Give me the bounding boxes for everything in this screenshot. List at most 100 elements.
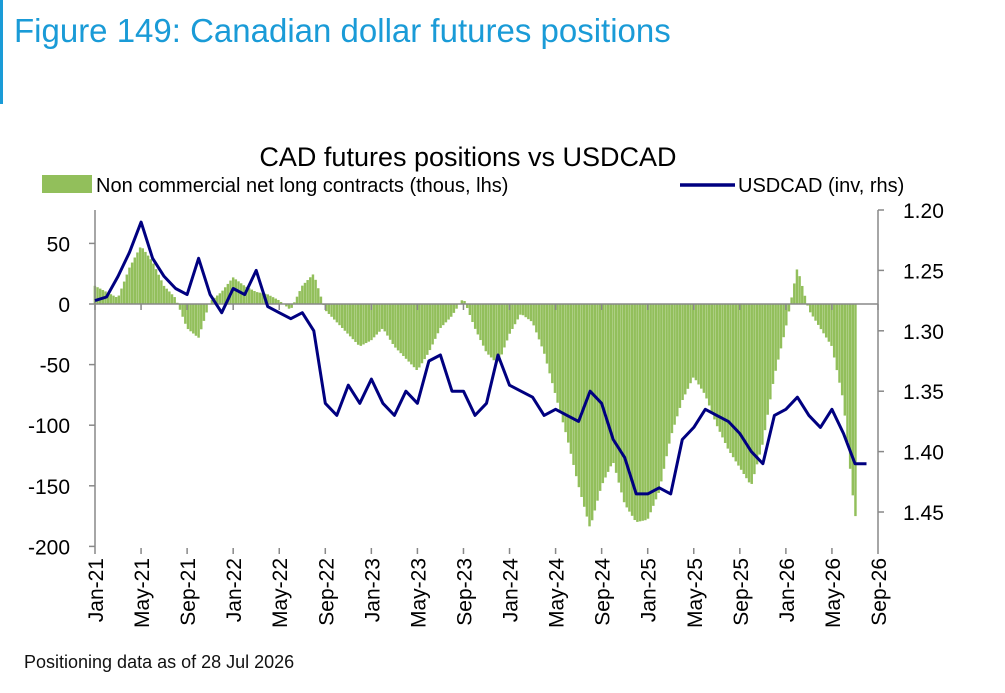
position-bar [200, 304, 203, 330]
position-bar [136, 252, 139, 304]
position-bar [370, 304, 373, 341]
position-bar [543, 304, 546, 354]
position-bar [721, 304, 724, 438]
position-bar [388, 304, 392, 340]
position-bar [686, 304, 690, 389]
position-bar [779, 304, 783, 349]
position-bar [343, 304, 347, 331]
position-bar [436, 304, 440, 334]
position-bar [641, 304, 644, 521]
position-bar [372, 304, 376, 338]
position-bar [394, 304, 397, 348]
position-bar [673, 304, 676, 425]
position-bar [553, 304, 557, 393]
position-bar [223, 287, 227, 304]
position-bar [112, 295, 115, 304]
position-bar [684, 304, 687, 395]
position-bar [152, 263, 155, 304]
position-bar [144, 251, 147, 304]
position-bar [790, 297, 793, 304]
position-bar [253, 291, 256, 304]
right-tick-label: 1.25 [903, 260, 944, 283]
position-bar [832, 304, 836, 358]
position-bar [705, 304, 708, 399]
position-bar [319, 296, 323, 304]
position-bar [125, 274, 129, 304]
position-bar [537, 304, 541, 340]
position-bar [723, 304, 727, 443]
position-bar [652, 304, 655, 506]
right-tick-label: 1.45 [903, 502, 944, 525]
position-bar [181, 304, 184, 317]
position-bar [192, 304, 195, 334]
left-tick-label: -100 [28, 415, 70, 438]
position-bar [130, 262, 134, 304]
left-tick-label: -150 [28, 476, 70, 499]
position-bar [359, 304, 363, 346]
position-bar [109, 294, 113, 304]
position-bar [364, 304, 368, 344]
position-bar [817, 304, 820, 325]
position-bar [279, 301, 283, 304]
position-bar [840, 304, 844, 396]
position-bar [455, 304, 458, 309]
position-bar [766, 304, 769, 415]
position-bar [614, 304, 618, 473]
position-bar [585, 304, 589, 517]
position-bar [524, 304, 527, 318]
position-bar [758, 304, 761, 455]
position-bar [186, 304, 190, 330]
position-bar [604, 304, 607, 478]
position-bar [114, 297, 118, 304]
position-bar [450, 304, 453, 317]
position-bar [396, 304, 400, 351]
position-bar [697, 304, 700, 385]
position-bar [503, 304, 506, 348]
position-bar [173, 297, 176, 304]
position-bar [234, 279, 238, 304]
position-bar [731, 304, 735, 458]
position-bar [444, 304, 448, 323]
position-bar [569, 304, 573, 454]
position-bar [375, 304, 378, 335]
position-bar [407, 304, 410, 362]
position-bar [356, 304, 360, 345]
position-bar [644, 304, 647, 521]
position-bar [189, 304, 192, 332]
position-bar [402, 304, 405, 356]
position-bar [795, 269, 799, 304]
position-bar [194, 304, 198, 336]
position-bar [660, 304, 663, 482]
position-bar [785, 304, 788, 326]
position-bar [473, 304, 477, 329]
position-bar [205, 304, 208, 313]
position-bar [468, 304, 472, 316]
position-bar [819, 304, 823, 330]
position-bar [516, 304, 519, 320]
position-bar [692, 304, 695, 378]
right-tick-label: 1.35 [903, 381, 944, 404]
position-bar [843, 304, 847, 416]
position-bar [699, 304, 703, 389]
position-bar [601, 304, 605, 484]
position-bar [271, 297, 275, 304]
position-bar [519, 304, 522, 315]
position-bar [221, 290, 224, 304]
position-bar [327, 304, 331, 314]
position-bar [532, 304, 535, 326]
position-bar [500, 304, 503, 355]
x-tick-label: Jan-22 [223, 558, 246, 622]
x-tick-label: May-25 [684, 558, 707, 628]
position-bar [138, 247, 142, 304]
position-bar [540, 304, 543, 347]
position-bar [678, 304, 682, 408]
position-bar [216, 295, 219, 304]
position-bar [835, 304, 839, 371]
position-bar [798, 276, 801, 304]
position-bar [447, 304, 450, 320]
position-bar [465, 304, 469, 309]
position-bar [654, 304, 658, 500]
position-bar [348, 304, 352, 337]
position-bar [782, 304, 785, 338]
